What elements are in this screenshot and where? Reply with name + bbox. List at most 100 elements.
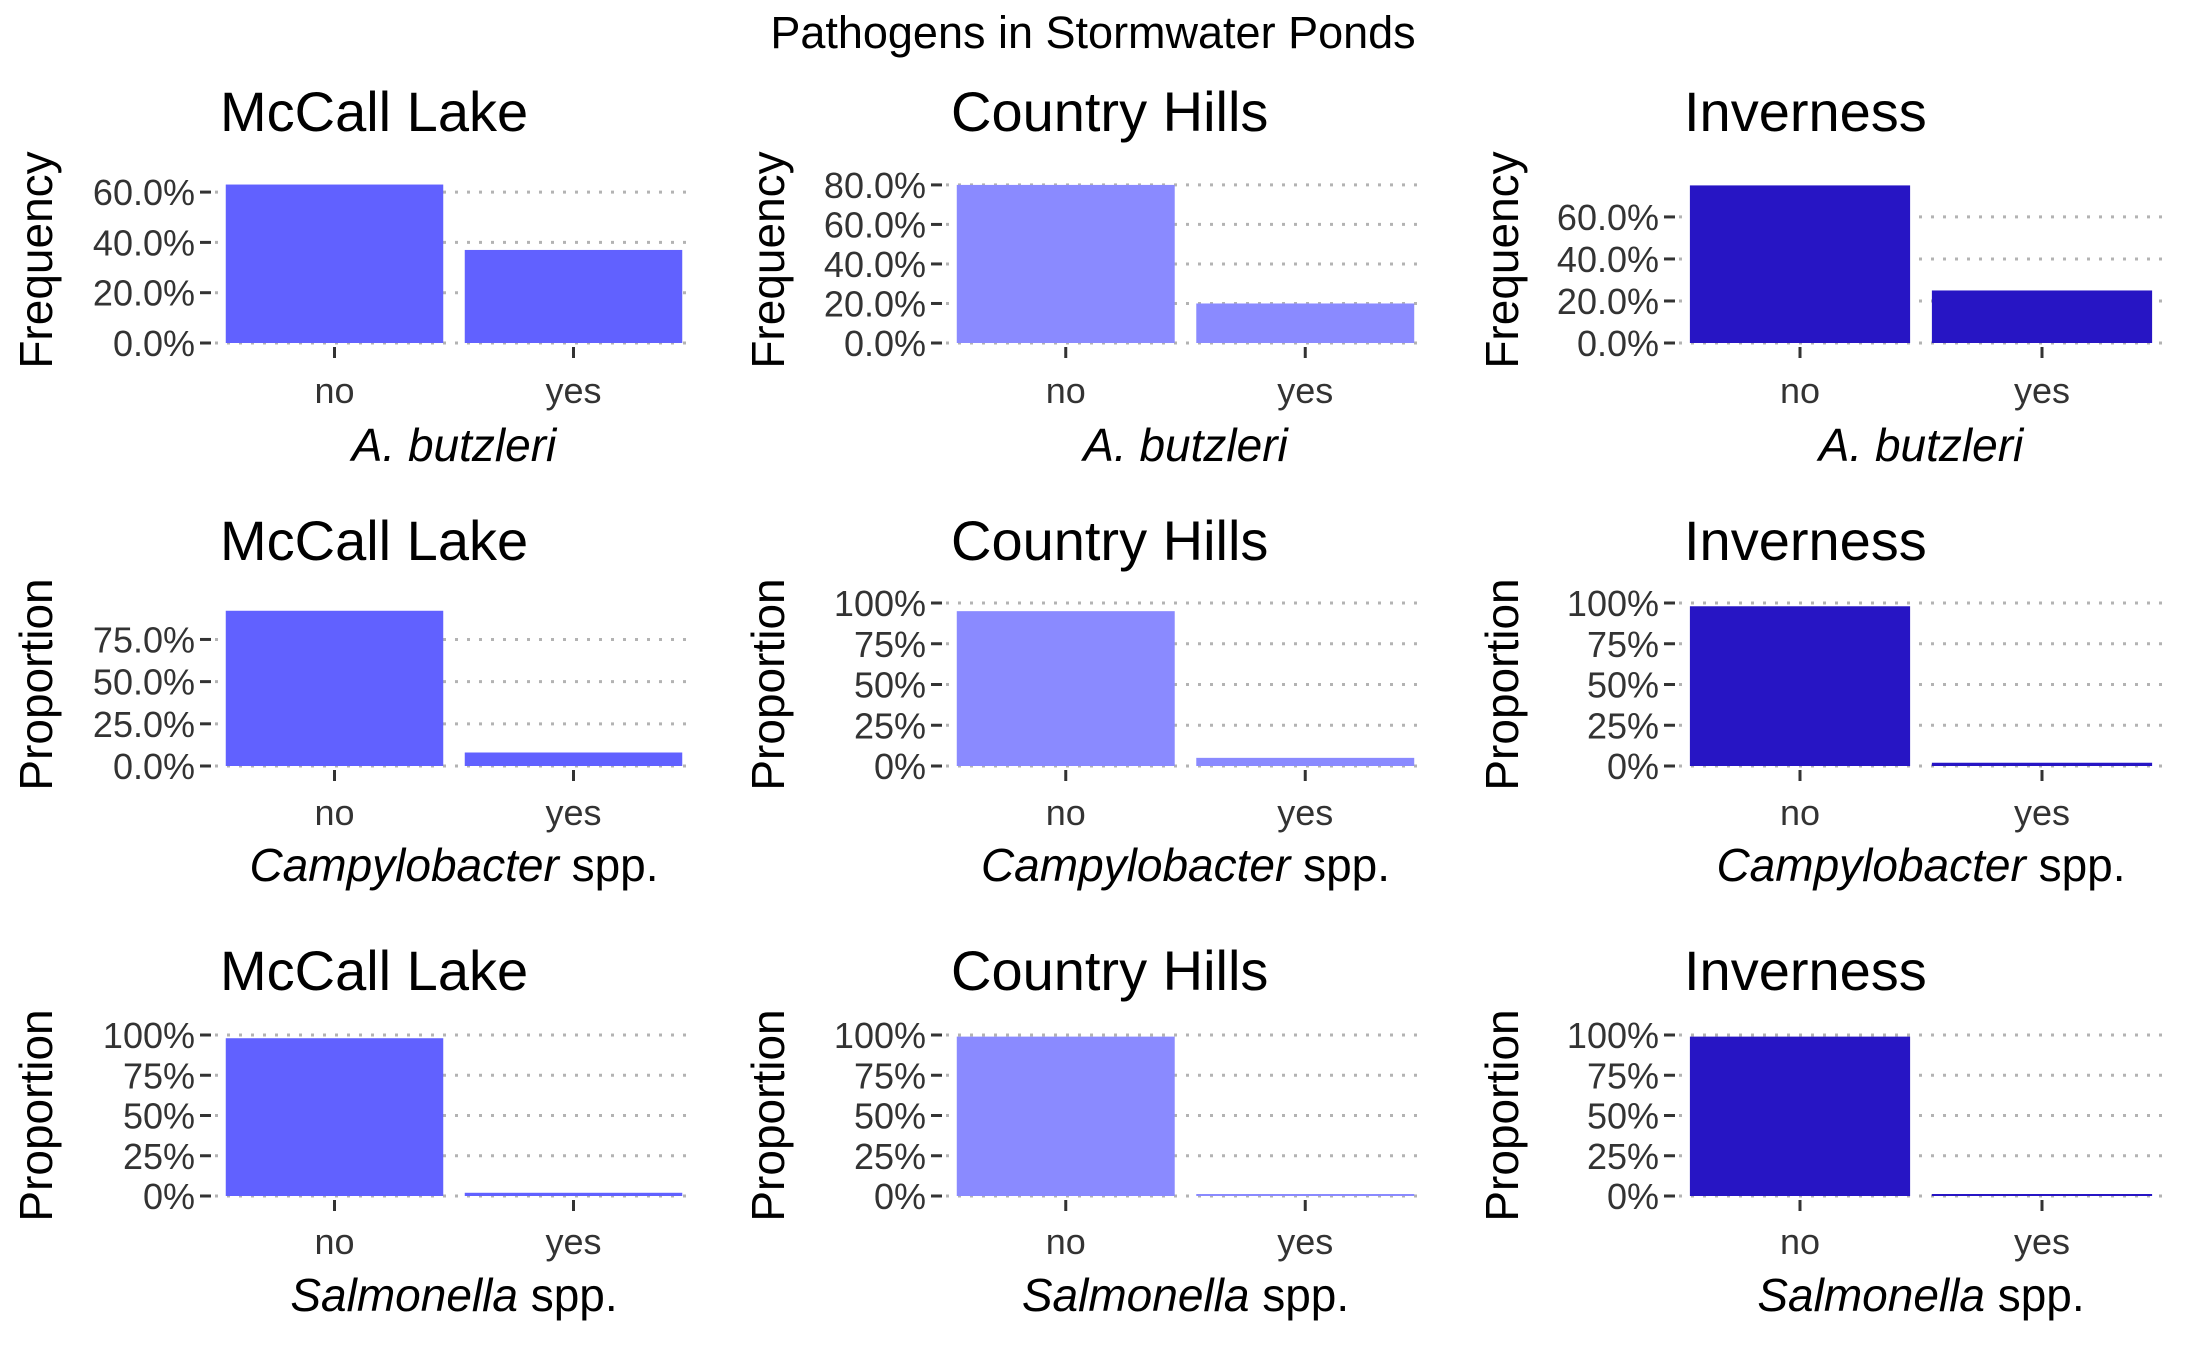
panel-title: McCall Lake	[220, 80, 528, 143]
y-tick-label: 25.0%	[93, 704, 195, 745]
x-axis-label-italic: A. butzleri	[1080, 419, 1289, 471]
y-axis-label: Frequency	[742, 151, 794, 368]
x-axis-label: Salmonella spp.	[290, 1269, 617, 1321]
x-axis-label-suffix: spp.	[1985, 1269, 2085, 1321]
bar-yes	[464, 752, 683, 766]
y-tick-label: 0.0%	[1577, 323, 1659, 364]
y-tick-label: 75%	[1587, 1055, 1659, 1096]
y-tick-label: 50%	[1587, 1096, 1659, 1137]
x-axis-label-italic: A. butzleri	[349, 419, 558, 471]
x-tick-label: no	[1780, 792, 1820, 833]
x-tick-label: no	[1780, 1221, 1820, 1262]
bar-yes	[464, 1192, 683, 1196]
y-tick-label: 0%	[143, 1176, 195, 1217]
y-tick-label: 60.0%	[1557, 197, 1659, 238]
y-tick-label: 60.0%	[93, 172, 195, 213]
y-tick-label: 80.0%	[824, 165, 926, 206]
panel-0-2: 0.0%20.0%40.0%60.0% no yes Inverness Frequen…	[1476, 80, 2163, 471]
y-tick-label: 20.0%	[93, 273, 195, 314]
y-tick-label: 25%	[1587, 705, 1659, 746]
y-tick-label: 20.0%	[1557, 281, 1659, 322]
y-tick-label: 0.0%	[113, 323, 195, 364]
panel-title: McCall Lake	[220, 939, 528, 1002]
x-axis-label-italic: Campylobacter	[981, 839, 1292, 891]
y-tick-label: 25%	[1587, 1136, 1659, 1177]
x-tick-label: yes	[1277, 1221, 1333, 1262]
panel-title: Inverness	[1684, 509, 1927, 572]
bar-no	[225, 610, 444, 766]
x-tick-label: yes	[545, 792, 601, 833]
bar-no	[225, 184, 444, 343]
bar-yes	[1196, 757, 1415, 766]
x-axis-label-italic: Salmonella	[1757, 1269, 1985, 1321]
figure-title: Pathogens in Stormwater Ponds	[770, 7, 1415, 58]
y-tick-label: 50.0%	[93, 662, 195, 703]
x-axis-label: A. butzleri	[1816, 419, 2025, 471]
panel-title: Country Hills	[951, 939, 1268, 1002]
bar-no	[1689, 1036, 1911, 1196]
x-tick-label: yes	[1277, 370, 1333, 411]
x-axis-label: Campylobacter spp.	[249, 839, 658, 891]
panel-1-1: 0%25%50%75%100% no yes Country Hills Proport…	[742, 509, 1425, 891]
bar-yes	[1931, 1194, 2153, 1196]
x-axis-label: A. butzleri	[349, 419, 558, 471]
x-axis-label-suffix: spp.	[1249, 1269, 1349, 1321]
y-tick-label: 25%	[854, 705, 926, 746]
y-tick-label: 0.0%	[844, 323, 926, 364]
bar-yes	[1931, 762, 2153, 766]
x-axis-label: Campylobacter spp.	[981, 839, 1390, 891]
y-tick-label: 40.0%	[824, 244, 926, 285]
panel-0-1: 0.0%20.0%40.0%60.0%80.0% no yes Country Hil…	[742, 80, 1425, 471]
x-tick-label: no	[1046, 792, 1086, 833]
y-tick-label: 75%	[1587, 624, 1659, 665]
x-tick-label: yes	[1277, 792, 1333, 833]
y-tick-label: 0%	[874, 1176, 926, 1217]
y-axis-label: Proportion	[1476, 1009, 1528, 1221]
y-tick-label: 0%	[1607, 746, 1659, 787]
x-tick-label: yes	[545, 1221, 601, 1262]
bar-no	[956, 611, 1175, 766]
x-tick-label: no	[1046, 1221, 1086, 1262]
x-tick-label: yes	[2014, 370, 2070, 411]
bar-no	[1689, 606, 1911, 766]
y-axis-label: Frequency	[1476, 151, 1528, 368]
y-tick-label: 0.0%	[113, 746, 195, 787]
y-tick-label: 0%	[874, 746, 926, 787]
panel-title: Inverness	[1684, 80, 1927, 143]
bar-yes	[1196, 1194, 1415, 1196]
y-axis-label: Proportion	[10, 578, 62, 790]
panel-title: Country Hills	[951, 80, 1268, 143]
x-axis-label: Campylobacter spp.	[1716, 839, 2125, 891]
bar-no	[956, 1036, 1175, 1196]
x-tick-label: no	[1780, 370, 1820, 411]
x-axis-label: Salmonella spp.	[1022, 1269, 1349, 1321]
y-axis-label: Proportion	[742, 578, 794, 790]
x-tick-label: no	[314, 370, 354, 411]
x-tick-label: yes	[545, 370, 601, 411]
y-tick-label: 0%	[1607, 1176, 1659, 1217]
bar-no	[956, 184, 1175, 343]
panel-title: Inverness	[1684, 939, 1927, 1002]
y-axis-label: Proportion	[742, 1009, 794, 1221]
x-axis-label: Salmonella spp.	[1757, 1269, 2084, 1321]
y-tick-label: 75.0%	[93, 619, 195, 660]
x-axis-label-suffix: spp.	[2026, 839, 2126, 891]
bar-yes	[1931, 290, 2153, 343]
bar-yes	[464, 249, 683, 343]
y-tick-label: 60.0%	[824, 204, 926, 245]
y-tick-label: 100%	[834, 583, 926, 624]
panel-title: McCall Lake	[220, 509, 528, 572]
y-axis-label: Proportion	[1476, 578, 1528, 790]
x-axis-label: A. butzleri	[1080, 419, 1289, 471]
y-tick-label: 100%	[103, 1015, 195, 1056]
y-tick-label: 50%	[854, 665, 926, 706]
y-tick-label: 25%	[123, 1136, 195, 1177]
x-axis-label-italic: Salmonella	[1022, 1269, 1250, 1321]
panel-2-1: 0%25%50%75%100% no yes Country Hills Proport…	[742, 939, 1425, 1321]
panel-title: Country Hills	[951, 509, 1268, 572]
y-axis-label: Frequency	[10, 151, 62, 368]
panel-2-2: 0%25%50%75%100% no yes Inverness Proportion S…	[1476, 939, 2163, 1321]
y-tick-label: 50%	[123, 1096, 195, 1137]
bar-yes	[1196, 303, 1415, 343]
